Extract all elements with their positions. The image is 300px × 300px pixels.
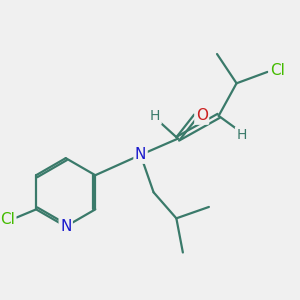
Text: O: O bbox=[196, 108, 208, 123]
Text: H: H bbox=[236, 128, 247, 142]
Text: Cl: Cl bbox=[0, 212, 15, 226]
Text: H: H bbox=[150, 110, 160, 124]
Text: N: N bbox=[135, 147, 146, 162]
Text: N: N bbox=[60, 219, 71, 234]
Text: Cl: Cl bbox=[270, 63, 285, 78]
